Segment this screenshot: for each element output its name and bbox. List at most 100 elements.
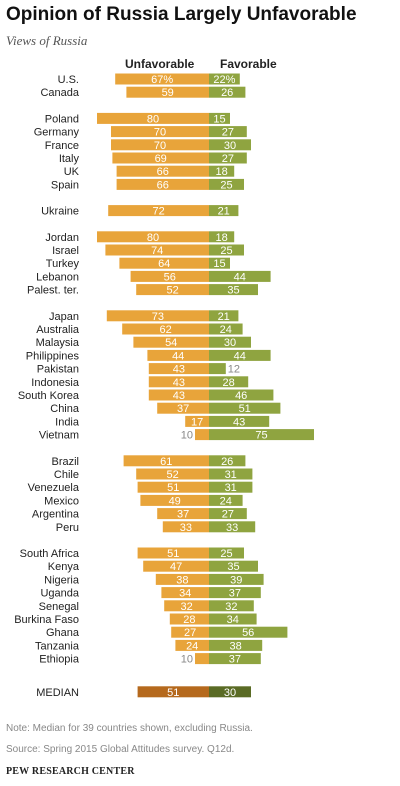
- unfavorable-value-label: 54: [165, 337, 177, 349]
- country-label: Ethiopia: [39, 654, 80, 666]
- favorable-bar: [209, 205, 239, 217]
- unfavorable-value-label: 69: [155, 153, 167, 165]
- favorable-bar: [209, 521, 256, 533]
- favorable-bar: [209, 86, 246, 98]
- country-label: Argentina: [32, 509, 80, 521]
- favorable-bar: [209, 165, 235, 177]
- unfavorable-bar: [175, 639, 209, 651]
- favorable-bar: [209, 415, 270, 427]
- favorable-bar: [209, 231, 235, 243]
- chart-subtitle: Views of Russia: [6, 33, 88, 48]
- unfavorable-value-label: 17: [191, 416, 203, 428]
- favorable-value-label: 21: [218, 206, 230, 218]
- country-label: Italy: [59, 153, 80, 165]
- country-label: South Korea: [18, 390, 80, 402]
- unfavorable-bar: [116, 165, 209, 177]
- favorable-value-label: 37: [229, 588, 241, 600]
- country-label: Mexico: [44, 495, 79, 507]
- favorable-value-label: 22%: [213, 74, 235, 86]
- favorable-bar: [209, 389, 274, 401]
- favorable-bar: [209, 139, 251, 151]
- favorable-bar: [209, 402, 281, 414]
- country-label: Tanzania: [35, 640, 80, 652]
- unfavorable-column-header: Unfavorable: [125, 57, 195, 71]
- unfavorable-bar: [147, 349, 209, 361]
- unfavorable-bar: [140, 494, 209, 506]
- country-label: Nigeria: [44, 574, 80, 586]
- favorable-value-label: 31: [225, 469, 237, 481]
- country-label: France: [45, 140, 79, 152]
- unfavorable-value-label: 43: [173, 390, 185, 402]
- favorable-value-label: 46: [235, 390, 247, 402]
- unfavorable-bar: [105, 244, 209, 256]
- unfavorable-bar: [136, 284, 209, 296]
- unfavorable-bar: [106, 310, 209, 322]
- favorable-value-label: 38: [229, 640, 241, 652]
- country-label: Ukraine: [41, 206, 79, 218]
- unfavorable-bar: [148, 376, 209, 388]
- favorable-value-label: 32: [225, 601, 237, 613]
- unfavorable-value-label: 10: [181, 654, 193, 666]
- unfavorable-value-label: 43: [173, 377, 185, 389]
- unfavorable-value-label: 28: [183, 614, 195, 626]
- unfavorable-value-label: 66: [157, 179, 169, 191]
- country-label: Vietnam: [39, 430, 79, 442]
- favorable-value-label: 33: [226, 522, 238, 534]
- diverging-bar-chart: U.S. 67% 22% Canada 59 26 Poland 80 15 Germany 70 2…: [14, 73, 314, 699]
- favorable-bar: [209, 244, 244, 256]
- country-label: Malaysia: [36, 337, 80, 349]
- unfavorable-bar: [148, 389, 209, 401]
- favorable-value-label: 27: [222, 509, 234, 521]
- country-label: Chile: [54, 469, 79, 481]
- favorable-bar: [209, 560, 258, 572]
- chart-note: Note: Median for 39 countries shown, exc…: [6, 723, 253, 734]
- unfavorable-bar: [143, 560, 209, 572]
- unfavorable-value-label: 24: [186, 640, 198, 652]
- country-label: U.S.: [58, 74, 79, 86]
- unfavorable-value-label: 43: [173, 364, 185, 376]
- favorable-bar: [209, 639, 263, 651]
- country-label: Brazil: [51, 456, 79, 468]
- country-label: Uganda: [40, 588, 79, 600]
- unfavorable-bar: [111, 139, 209, 151]
- favorable-value-label: 27: [222, 153, 234, 165]
- favorable-value-label: 24: [220, 495, 232, 507]
- favorable-bar: [209, 336, 251, 348]
- unfavorable-value-label: 61: [160, 456, 172, 468]
- favorable-bar: [209, 284, 258, 296]
- favorable-value-label: 26: [221, 456, 233, 468]
- favorable-value-label: 12: [228, 364, 240, 376]
- unfavorable-value-label: 38: [176, 574, 188, 586]
- favorable-bar: [209, 653, 261, 665]
- unfavorable-value-label: 10: [181, 430, 193, 442]
- unfavorable-value-label: 62: [159, 324, 171, 336]
- unfavorable-value-label: 44: [172, 350, 184, 362]
- favorable-bar: [209, 455, 246, 467]
- favorable-value-label: 15: [213, 113, 225, 125]
- chart-source: Source: Spring 2015 Global Attitudes sur…: [6, 744, 235, 755]
- unfavorable-bar: [133, 336, 209, 348]
- unfavorable-bar: [97, 231, 209, 243]
- publisher-logo-text: PEW RESEARCH CENTER: [6, 766, 135, 777]
- unfavorable-bar: [122, 323, 209, 335]
- unfavorable-bar: [123, 455, 209, 467]
- country-label: China: [50, 403, 80, 415]
- favorable-bar: [209, 112, 230, 124]
- unfavorable-value-label: 80: [147, 113, 159, 125]
- country-label: Venezuela: [28, 482, 80, 494]
- favorable-value-label: 44: [234, 271, 246, 283]
- favorable-value-label: 56: [242, 627, 254, 639]
- favorable-bar: [209, 508, 247, 520]
- unfavorable-bar: [116, 178, 209, 190]
- unfavorable-value-label: 72: [152, 206, 164, 218]
- country-label: South Africa: [20, 548, 80, 560]
- unfavorable-value-label: 27: [184, 627, 196, 639]
- country-label: Philippines: [26, 350, 80, 362]
- unfavorable-value-label: 70: [154, 140, 166, 152]
- favorable-value-label: 18: [215, 232, 227, 244]
- country-label: Israel: [52, 245, 79, 257]
- unfavorable-bar: [148, 363, 209, 375]
- unfavorable-bar: [161, 587, 209, 599]
- unfavorable-bar: [119, 257, 209, 269]
- favorable-bar: [209, 429, 314, 441]
